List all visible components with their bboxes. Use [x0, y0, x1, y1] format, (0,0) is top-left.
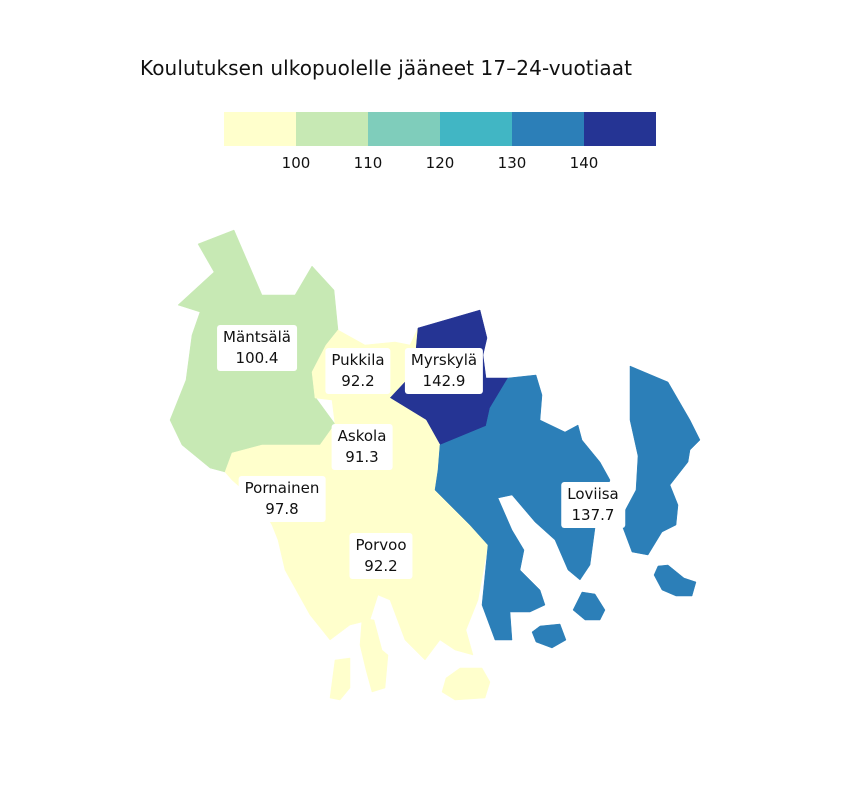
region-loviisa-island: [531, 623, 567, 649]
region-label-pornainen: Pornainen 97.8: [238, 476, 326, 522]
legend-swatch: [296, 112, 368, 146]
region-value: 100.4: [235, 349, 279, 367]
region-loviisa-island: [572, 591, 606, 621]
region-value: 92.2: [341, 372, 375, 390]
region-label-pukkila: Pukkila 92.2: [325, 348, 391, 394]
region-value: 91.3: [345, 448, 379, 466]
region-name: Askola: [337, 427, 387, 445]
region-value: 97.8: [265, 500, 299, 518]
region-label-myrskyla: Myrskylä 142.9: [404, 348, 484, 394]
legend-tick: 110: [353, 154, 383, 172]
region-label-loviisa: Loviisa 137.7: [561, 482, 625, 528]
region-label-porvoo: Porvoo 92.2: [349, 533, 413, 579]
region-name: Mäntsälä: [223, 328, 291, 346]
region-loviisa-island: [653, 564, 697, 597]
legend-tick: 140: [569, 154, 599, 172]
region-porvoo-island: [329, 657, 351, 701]
legend-tick: 120: [425, 154, 455, 172]
legend-swatch: [224, 112, 296, 146]
region-value: 137.7: [571, 506, 615, 524]
legend-swatch: [368, 112, 440, 146]
region-name: Porvoo: [355, 536, 407, 554]
legend-swatch: [584, 112, 656, 146]
region-porvoo-island: [359, 617, 389, 693]
region-loviisa-east: [619, 365, 701, 556]
legend-swatch: [512, 112, 584, 146]
region-value: 92.2: [364, 557, 398, 575]
color-legend: [224, 112, 656, 146]
region-porvoo-island: [441, 667, 491, 701]
region-value: 142.9: [422, 372, 466, 390]
region-name: Loviisa: [567, 485, 619, 503]
legend-tick: 130: [497, 154, 527, 172]
region-name: Myrskylä: [410, 351, 478, 369]
region-name: Pornainen: [244, 479, 320, 497]
region-label-askola: Askola 91.3: [331, 424, 393, 470]
region-label-mantsala: Mäntsälä 100.4: [217, 325, 297, 371]
region-loviisa[interactable]: [434, 374, 611, 641]
region-name: Pukkila: [331, 351, 385, 369]
legend-swatch: [440, 112, 512, 146]
map-title: Koulutuksen ulkopuolelle jääneet 17–24-v…: [140, 56, 633, 80]
legend-tick: 100: [281, 154, 311, 172]
